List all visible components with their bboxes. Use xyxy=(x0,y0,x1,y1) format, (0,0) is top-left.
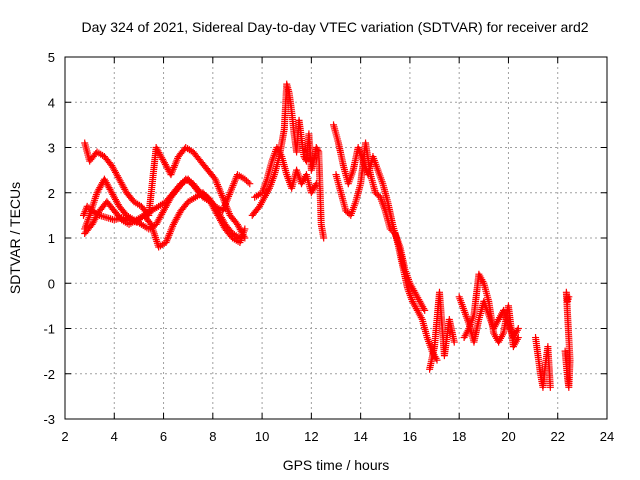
y-tick-label: 5 xyxy=(48,50,55,65)
data-point xyxy=(246,180,254,188)
data-point xyxy=(450,338,458,346)
y-tick-label: 2 xyxy=(48,186,55,201)
data-point xyxy=(388,226,396,234)
data-point xyxy=(242,177,250,185)
data-point xyxy=(342,207,350,215)
data-point xyxy=(421,306,429,314)
y-tick-label: -2 xyxy=(43,367,55,382)
x-tick-label: 12 xyxy=(304,429,318,444)
x-tick-label: 14 xyxy=(353,429,367,444)
y-tick-label: 0 xyxy=(48,276,55,291)
x-tick-label: 24 xyxy=(600,429,614,444)
data-point xyxy=(371,189,379,197)
x-axis-label: GPS time / hours xyxy=(283,457,390,473)
data-point xyxy=(373,190,381,198)
y-tick-label: -1 xyxy=(43,322,55,337)
x-tick-label: 6 xyxy=(160,429,167,444)
x-tick-label: 10 xyxy=(255,429,269,444)
data-point xyxy=(312,180,320,188)
data-point xyxy=(241,175,249,183)
data-point xyxy=(236,234,244,242)
y-tick-label: 4 xyxy=(48,95,55,110)
y-tick-label: 1 xyxy=(48,231,55,246)
data-point xyxy=(240,232,248,240)
data-point xyxy=(514,334,522,342)
x-tick-label: 20 xyxy=(501,429,515,444)
grid xyxy=(65,57,607,419)
y-tick-label: 3 xyxy=(48,141,55,156)
data-point xyxy=(244,178,252,186)
data-point xyxy=(312,144,320,151)
y-axis-label: SDTVAR / TECUs xyxy=(7,182,23,294)
x-tick-label: 22 xyxy=(550,429,564,444)
data-marks xyxy=(79,80,574,391)
data-point xyxy=(343,208,351,216)
x-tick-label: 8 xyxy=(209,429,216,444)
chart-title: Day 324 of 2021, Sidereal Day-to-day VTE… xyxy=(81,19,588,35)
x-tick-label: 18 xyxy=(452,429,466,444)
data-point xyxy=(546,383,554,391)
data-point xyxy=(314,147,322,155)
x-tick-label: 16 xyxy=(403,429,417,444)
data-point xyxy=(320,234,328,242)
x-tick-label: 4 xyxy=(111,429,118,444)
data-point xyxy=(386,225,394,233)
data-point xyxy=(514,325,522,332)
x-tick-label: 2 xyxy=(61,429,68,444)
data-point xyxy=(565,293,573,301)
y-tick-label: -3 xyxy=(43,412,55,427)
data-point xyxy=(313,145,321,153)
